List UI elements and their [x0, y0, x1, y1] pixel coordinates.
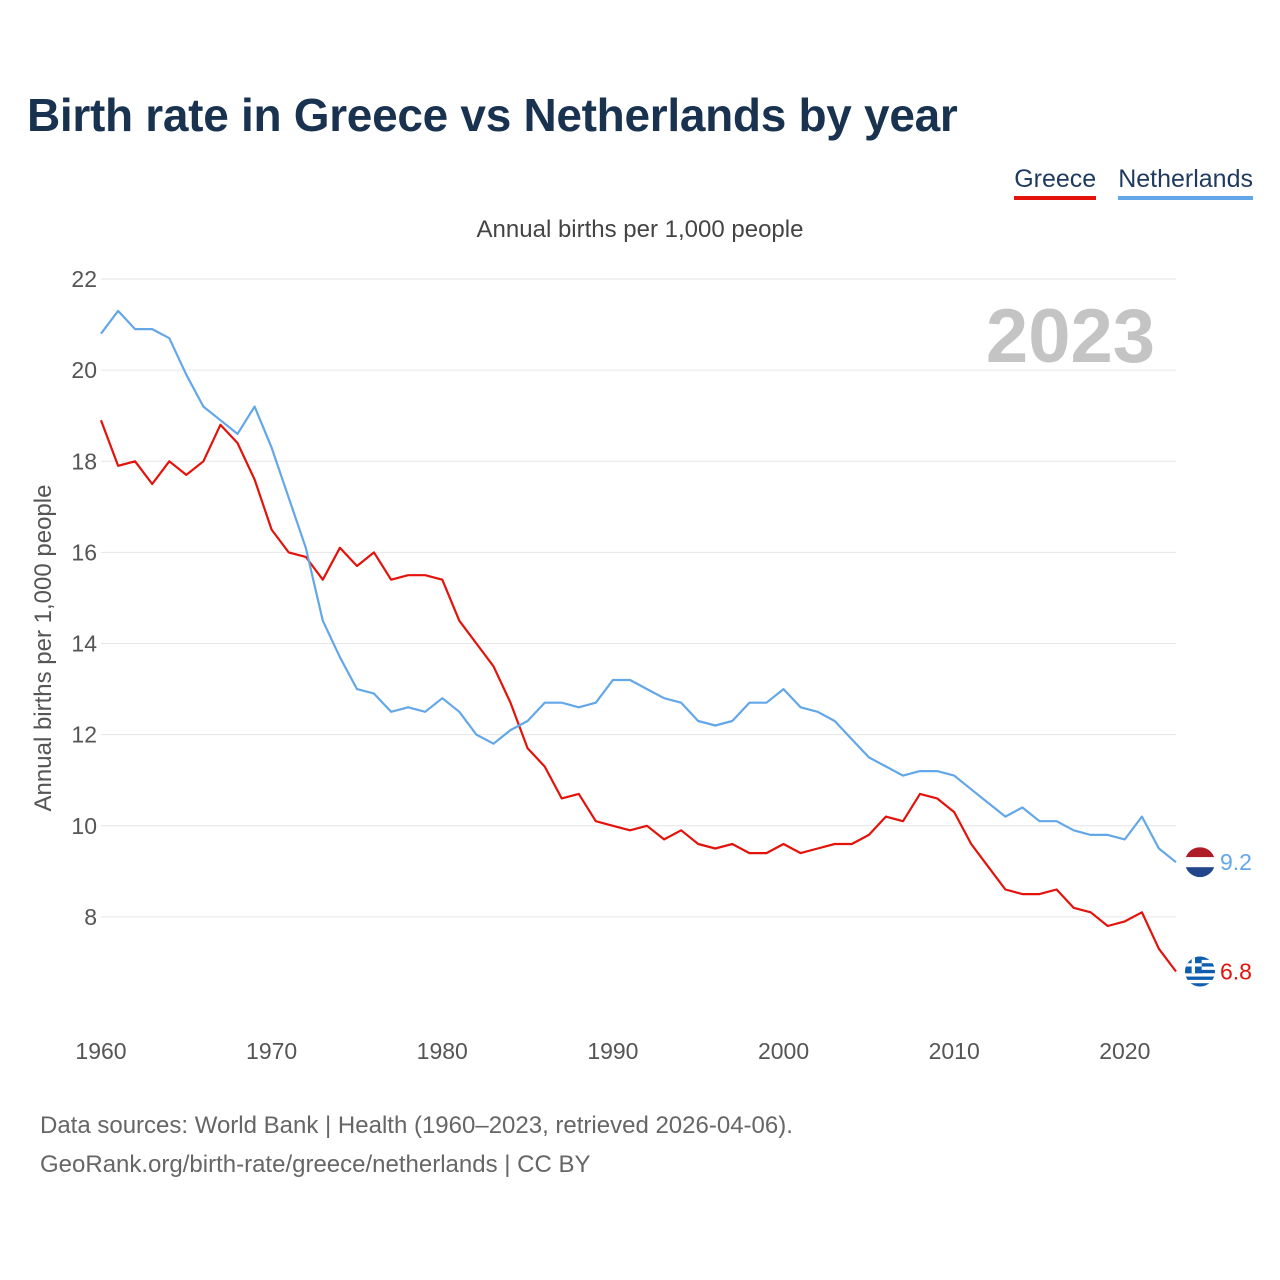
x-tick-label: 1960 [75, 1038, 126, 1064]
series-end-markers: 6.8 9.2 [1185, 847, 1252, 987]
x-tick-label: 2000 [758, 1038, 809, 1064]
greece-end-value-label: 6.8 [1220, 959, 1252, 985]
source-link[interactable]: GeoRank.org/birth-rate/greece/netherland… [40, 1151, 591, 1178]
y-axis-label: Annual births per 1,000 people [30, 485, 57, 812]
legend-item-netherlands[interactable]: Netherlands [1118, 165, 1253, 200]
legend-item-greece[interactable]: Greece [1014, 165, 1097, 200]
y-tick-label: 12 [71, 722, 97, 748]
x-axis-ticks: 1960 1970 1980 1990 2000 2010 2020 [75, 1038, 1150, 1064]
series-lines [99, 309, 1177, 973]
greece-flag-icon [1185, 956, 1215, 987]
gridlines [101, 278, 1176, 918]
y-tick-label: 22 [71, 266, 97, 292]
y-tick-label: 20 [71, 357, 97, 383]
x-tick-label: 2020 [1099, 1038, 1150, 1064]
y-tick-label: 14 [71, 631, 97, 657]
x-tick-label: 2010 [929, 1038, 980, 1064]
current-year-display: 2023 [986, 294, 1155, 379]
x-tick-label: 1980 [417, 1038, 468, 1064]
y-tick-label: 10 [71, 813, 97, 839]
x-tick-label: 1990 [587, 1038, 638, 1064]
netherlands-end-value-label: 9.2 [1220, 849, 1252, 875]
netherlands-flag-icon [1185, 847, 1215, 878]
chart-title: Birth rate in Greece vs Netherlands by y… [27, 89, 958, 141]
y-axis-ticks: 8 10 12 14 16 18 20 22 [71, 266, 97, 930]
series-line-greece[interactable] [99, 419, 1177, 973]
chart-subtitle: Annual births per 1,000 people [476, 216, 804, 243]
y-tick-label: 16 [71, 539, 97, 565]
series-line-netherlands[interactable] [100, 309, 1177, 864]
y-tick-label: 18 [71, 448, 97, 474]
footer: Data sources: World Bank | Health (1960–… [40, 1106, 793, 1184]
source-note: Data sources: World Bank | Health (1960–… [40, 1112, 793, 1139]
x-tick-label: 1970 [246, 1038, 297, 1064]
y-tick-label: 8 [84, 904, 97, 930]
legend: Greece Netherlands [1014, 165, 1253, 200]
